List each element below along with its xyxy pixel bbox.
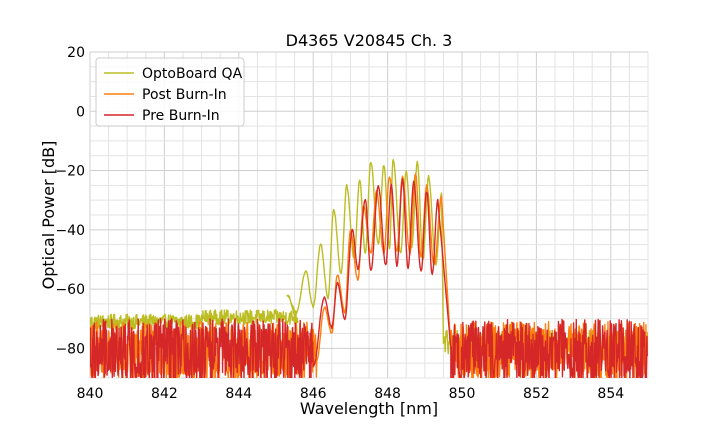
x-tick-label: 840 [77, 386, 104, 402]
x-axis-label: Wavelength [nm] [300, 399, 438, 418]
legend: OptoBoard QA Post Burn-In Pre Burn-In [95, 57, 245, 127]
x-tick-label: 852 [523, 386, 550, 402]
y-tick-label: −80 [55, 341, 85, 357]
x-tick-label: 842 [151, 386, 178, 402]
y-axis-label: Optical Power [dB] [39, 141, 58, 290]
x-tick-label: 848 [374, 386, 401, 402]
y-tick-label: −60 [55, 282, 85, 298]
series-layer [90, 158, 648, 378]
legend-label: Post Burn-In [142, 87, 227, 103]
x-tick-label: 846 [300, 386, 327, 402]
x-tick-label: 854 [597, 386, 624, 402]
y-tick-label: 0 [76, 104, 85, 120]
legend-label: OptoBoard QA [142, 66, 243, 82]
y-tick-labels: −80 −60 −40 −20 0 20 [55, 45, 85, 357]
chart-title: D4365 V20845 Ch. 3 [286, 31, 453, 50]
x-tick-labels: 840 842 844 846 848 850 852 854 [77, 386, 625, 402]
series-line-pre-burn-in [90, 178, 648, 378]
legend-box [95, 57, 245, 127]
y-tick-label: −20 [55, 164, 85, 180]
x-tick-label: 844 [225, 386, 252, 402]
y-tick-label: −40 [55, 223, 85, 239]
y-tick-label: 20 [67, 45, 85, 61]
x-tick-label: 850 [449, 386, 476, 402]
legend-label: Pre Burn-In [142, 108, 220, 124]
